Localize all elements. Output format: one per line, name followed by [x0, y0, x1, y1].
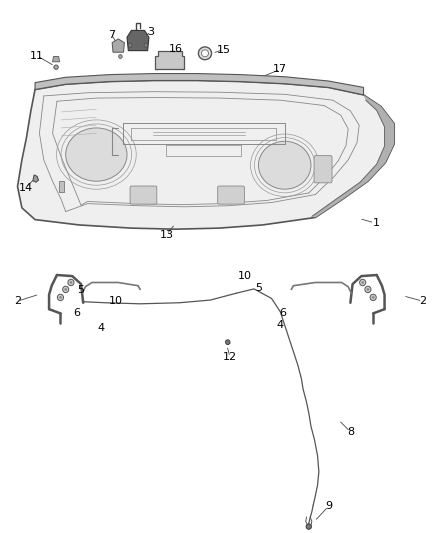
Text: 8: 8: [347, 427, 354, 437]
Text: 5: 5: [255, 283, 262, 293]
Ellipse shape: [63, 286, 69, 293]
Polygon shape: [35, 74, 364, 95]
Text: 16: 16: [169, 44, 183, 54]
Ellipse shape: [372, 296, 374, 298]
Text: 6: 6: [279, 309, 286, 318]
Ellipse shape: [64, 288, 67, 291]
Text: 4: 4: [97, 323, 104, 333]
Polygon shape: [127, 30, 149, 51]
Ellipse shape: [198, 47, 212, 60]
Text: 15: 15: [216, 45, 230, 54]
Text: 4: 4: [277, 320, 284, 330]
Ellipse shape: [128, 44, 132, 47]
Text: 7: 7: [108, 30, 115, 39]
Text: 17: 17: [273, 64, 287, 74]
Text: 5: 5: [78, 286, 85, 295]
Ellipse shape: [361, 281, 364, 284]
Ellipse shape: [59, 296, 62, 298]
Polygon shape: [53, 56, 60, 62]
Ellipse shape: [365, 286, 371, 293]
Ellipse shape: [226, 340, 230, 345]
Text: 13: 13: [159, 230, 173, 239]
Text: 10: 10: [109, 296, 123, 306]
Text: 10: 10: [238, 271, 252, 281]
Text: 11: 11: [30, 51, 44, 61]
Ellipse shape: [70, 281, 72, 284]
FancyBboxPatch shape: [130, 186, 157, 204]
Text: 2: 2: [419, 296, 426, 306]
Ellipse shape: [360, 279, 366, 286]
Text: 9: 9: [325, 502, 332, 511]
Polygon shape: [112, 39, 124, 52]
Ellipse shape: [144, 44, 148, 47]
FancyBboxPatch shape: [314, 156, 332, 183]
Text: 1: 1: [373, 218, 380, 228]
Polygon shape: [18, 80, 394, 229]
Ellipse shape: [57, 294, 64, 301]
Polygon shape: [59, 181, 64, 192]
Ellipse shape: [66, 128, 127, 181]
Polygon shape: [155, 51, 184, 69]
Text: 2: 2: [14, 296, 21, 306]
Ellipse shape: [258, 141, 311, 189]
Text: 14: 14: [18, 183, 32, 192]
Ellipse shape: [119, 54, 122, 58]
Ellipse shape: [201, 50, 208, 57]
Ellipse shape: [68, 279, 74, 286]
Ellipse shape: [54, 65, 58, 69]
Ellipse shape: [306, 524, 311, 529]
Polygon shape: [33, 175, 39, 182]
FancyBboxPatch shape: [218, 186, 244, 204]
Text: 6: 6: [73, 309, 80, 318]
Polygon shape: [312, 95, 394, 217]
Text: 12: 12: [223, 352, 237, 362]
Text: 3: 3: [148, 27, 155, 37]
Ellipse shape: [370, 294, 376, 301]
Ellipse shape: [367, 288, 369, 291]
